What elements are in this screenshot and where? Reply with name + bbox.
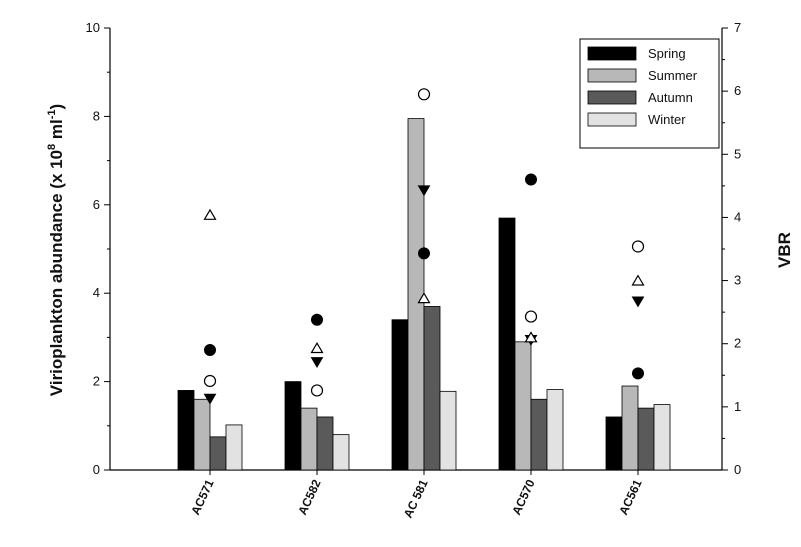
vbr-marker-autumn [417, 185, 431, 197]
bar-autumn [423, 306, 441, 471]
bar-summer [300, 407, 318, 471]
x-tick-label: AC571 [188, 477, 217, 517]
vbr-markers [203, 88, 645, 405]
bar-autumn [209, 436, 227, 471]
bars [177, 118, 671, 471]
bar-winter [439, 390, 457, 471]
y-tick-label: 10 [86, 20, 100, 35]
y2-tick-label: 4 [734, 209, 741, 224]
y-tick-label: 4 [93, 285, 100, 300]
legend-label-winter: Winter [648, 112, 686, 127]
vbr-marker-winter [631, 274, 645, 286]
x-tick-label: AC561 [616, 477, 645, 517]
vbr-marker-winter [203, 208, 217, 220]
legend-label-summer: Summer [648, 68, 698, 83]
y-tick-label: 2 [93, 374, 100, 389]
vbr-marker-summer [203, 374, 217, 388]
x-tick-label: AC582 [295, 477, 324, 517]
vbr-marker-winter [524, 331, 538, 343]
legend-swatch-summer [587, 68, 637, 83]
bar-spring [177, 390, 195, 471]
vbr-marker-summer [417, 88, 431, 101]
vbr-marker-spring [311, 313, 323, 326]
bar-summer [514, 341, 532, 471]
y2-tick-label: 3 [734, 273, 741, 288]
legend-swatch-spring [587, 46, 637, 61]
vbr-marker-autumn [203, 393, 217, 405]
bar-spring [284, 381, 302, 471]
y2-tick-label: 0 [734, 462, 741, 477]
legend: Spring Summer Autumn Winter [579, 38, 720, 149]
legend-swatch-autumn [587, 90, 637, 105]
bar-autumn [637, 407, 655, 471]
y-tick-label: 8 [93, 108, 100, 123]
x-tick-label: AC570 [509, 477, 538, 517]
y2-tick-label: 7 [734, 20, 741, 35]
vbr-marker-summer [310, 384, 324, 397]
bar-summer [193, 398, 211, 471]
bar-spring [498, 217, 516, 471]
vbr-marker-spring [525, 173, 537, 186]
bar-autumn [530, 398, 548, 471]
bar-summer [621, 385, 639, 471]
bar-winter [332, 434, 350, 471]
y-tick-label: 0 [93, 462, 100, 477]
vbr-marker-autumn [310, 357, 324, 368]
bar-winter [653, 404, 671, 471]
x-tick-label: AC 581 [401, 477, 431, 520]
vbr-marker-spring [418, 247, 430, 260]
bar-spring [605, 416, 623, 471]
legend-label-autumn: Autumn [648, 90, 693, 105]
bar-winter [225, 424, 243, 471]
y2-tick-label: 1 [734, 399, 741, 414]
y-axis-title: Virioplankton abundance (x 108 ml-1) [46, 104, 66, 396]
vbr-marker-spring [632, 367, 644, 380]
y2-tick-label: 6 [734, 83, 741, 98]
y2-axis-title: VBR [775, 232, 794, 268]
vbr-marker-autumn [631, 296, 645, 308]
vbr-marker-winter [310, 342, 324, 354]
bar-summer [407, 118, 425, 471]
bar-winter [546, 389, 564, 471]
legend-swatch-winter [587, 112, 637, 127]
bar-spring [391, 319, 409, 471]
vbr-marker-summer [631, 240, 645, 253]
y2-tick-label: 2 [734, 336, 741, 351]
legend-label-spring: Spring [648, 46, 686, 61]
y2-tick-label: 5 [734, 146, 741, 161]
vbr-marker-summer [524, 310, 538, 323]
vbr-marker-winter [417, 292, 431, 304]
bar-autumn [316, 416, 334, 471]
vbr-marker-spring [204, 344, 216, 357]
y-tick-label: 6 [93, 197, 100, 212]
